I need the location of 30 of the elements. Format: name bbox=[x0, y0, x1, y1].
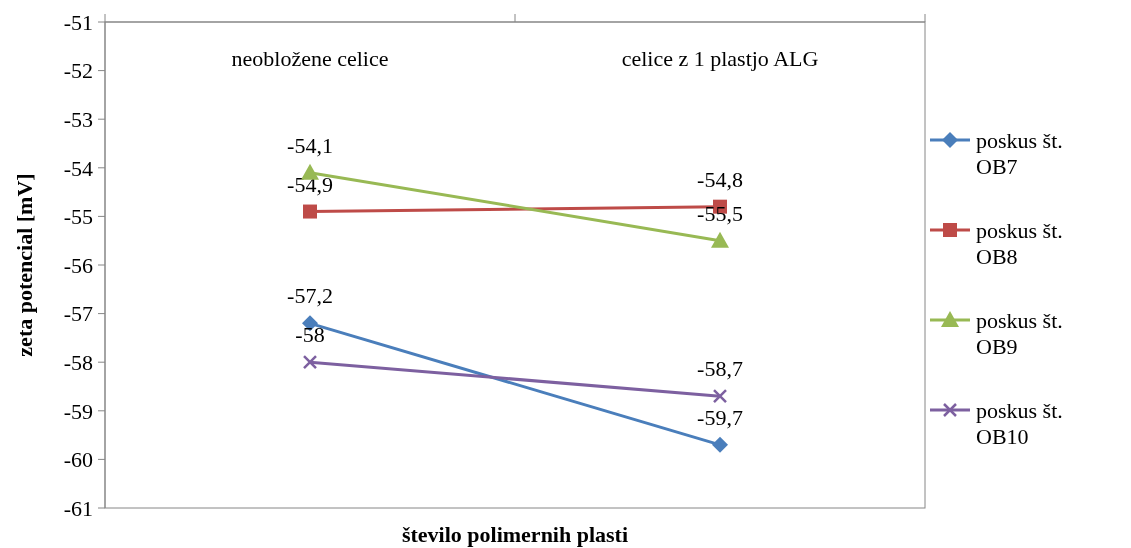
y-tick-label: -51 bbox=[63, 9, 93, 35]
y-tick-label: -61 bbox=[63, 495, 93, 521]
data-label: -59,7 bbox=[697, 404, 743, 430]
legend-label: poskus št. OB10 bbox=[976, 397, 1063, 450]
y-tick-label: -53 bbox=[63, 106, 93, 132]
data-label: -55,5 bbox=[697, 200, 743, 226]
y-tick-label: -54 bbox=[63, 155, 93, 181]
point bbox=[712, 436, 728, 453]
x-tick-label: neobložene celice bbox=[231, 46, 389, 71]
data-label: -57,2 bbox=[287, 283, 333, 309]
legend-label: poskus št. OB9 bbox=[976, 307, 1063, 360]
y-tick-label: -57 bbox=[63, 301, 93, 327]
data-label: -54,8 bbox=[697, 166, 743, 192]
data-label: -54,1 bbox=[287, 132, 333, 158]
y-tick-label: -55 bbox=[63, 204, 93, 230]
y-tick-label: -58 bbox=[63, 349, 93, 375]
y-tick-label: -56 bbox=[63, 252, 93, 278]
point bbox=[302, 354, 318, 370]
y-tick-label: -60 bbox=[63, 447, 93, 473]
y-tick-label: -59 bbox=[63, 398, 93, 424]
y-tick-label: -52 bbox=[63, 58, 93, 84]
legend-label: poskus št. OB7 bbox=[976, 127, 1063, 180]
point bbox=[712, 388, 728, 404]
data-label: -58 bbox=[295, 322, 325, 348]
x-axis-title: število polimernih plasti bbox=[401, 522, 629, 547]
point bbox=[303, 204, 317, 219]
y-axis-title: zeta potencial [mV] bbox=[12, 173, 37, 357]
legend-label: poskus št. OB8 bbox=[976, 217, 1063, 270]
x-tick-label: celice z 1 plastjo ALG bbox=[621, 46, 819, 71]
data-label: -58,7 bbox=[697, 356, 743, 382]
